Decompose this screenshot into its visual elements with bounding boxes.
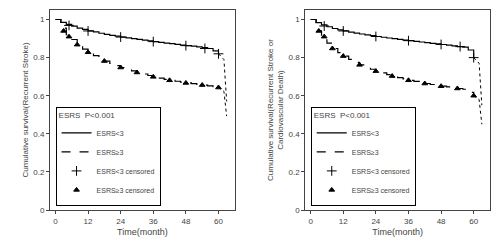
- svg-text:36: 36: [404, 217, 413, 226]
- svg-text:ESRS<3: ESRS<3: [352, 130, 379, 137]
- svg-text:24: 24: [116, 217, 125, 226]
- svg-text:0.8: 0.8: [288, 53, 300, 62]
- svg-text:ESRS P<0.001: ESRS P<0.001: [59, 111, 116, 120]
- svg-text:0: 0: [295, 206, 300, 215]
- svg-text:0: 0: [53, 217, 58, 226]
- svg-text:12: 12: [339, 217, 348, 226]
- svg-text:0.2: 0.2: [288, 168, 300, 177]
- svg-text:1: 1: [40, 15, 45, 24]
- svg-text:ESRS<3 censored: ESRS<3 censored: [352, 168, 410, 175]
- svg-text:0.4: 0.4: [33, 130, 45, 139]
- svg-text:ESRS≥3: ESRS≥3: [352, 149, 379, 156]
- svg-text:ESRS≥3: ESRS≥3: [97, 149, 124, 156]
- svg-text:ESRS≥3 censored: ESRS≥3 censored: [97, 187, 155, 194]
- svg-text:Time(month): Time(month): [372, 227, 423, 237]
- svg-text:60: 60: [214, 217, 223, 226]
- svg-text:24: 24: [371, 217, 380, 226]
- svg-text:Time(month): Time(month): [117, 227, 168, 237]
- svg-text:12: 12: [84, 217, 93, 226]
- svg-text:0: 0: [308, 217, 313, 226]
- svg-text:36: 36: [149, 217, 158, 226]
- svg-text:ESRS≥3 censored: ESRS≥3 censored: [352, 187, 410, 194]
- svg-text:0: 0: [40, 206, 45, 215]
- svg-text:Cumulative survival(Recurrent: Cumulative survival(Recurrent Stroke orC…: [266, 39, 285, 181]
- svg-text:ESRS P<0.001: ESRS P<0.001: [314, 111, 371, 120]
- svg-text:0.6: 0.6: [33, 92, 45, 101]
- svg-text:48: 48: [181, 217, 190, 226]
- svg-text:ESRS<3 censored: ESRS<3 censored: [97, 168, 155, 175]
- svg-text:Cumulative survival(Recurrent: Cumulative survival(Recurrent Stroke): [21, 42, 30, 177]
- svg-text:1: 1: [295, 15, 300, 24]
- svg-text:0.2: 0.2: [33, 168, 45, 177]
- svg-text:0.4: 0.4: [288, 130, 300, 139]
- svg-text:0.6: 0.6: [288, 92, 300, 101]
- svg-text:60: 60: [469, 217, 478, 226]
- svg-text:0.8: 0.8: [33, 53, 45, 62]
- svg-text:ESRS<3: ESRS<3: [97, 130, 124, 137]
- svg-text:48: 48: [437, 217, 446, 226]
